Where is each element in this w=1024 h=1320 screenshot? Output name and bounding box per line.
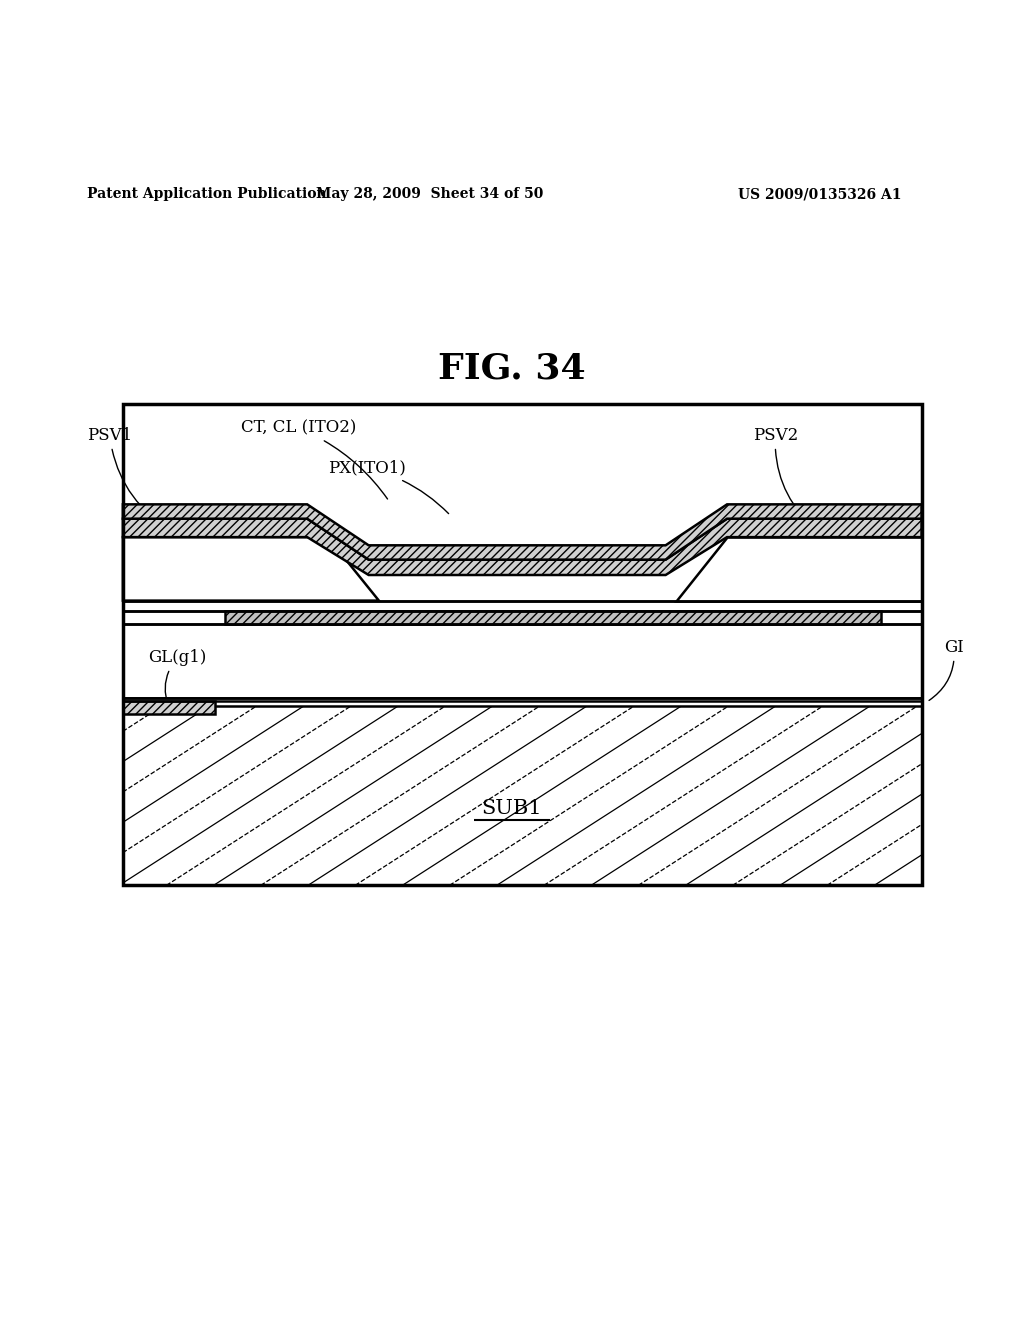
Bar bbox=[123, 404, 922, 886]
Bar bbox=[123, 698, 922, 706]
Polygon shape bbox=[123, 519, 922, 576]
Text: GI: GI bbox=[929, 639, 964, 701]
Text: GL(g1): GL(g1) bbox=[148, 649, 207, 705]
Bar bbox=[225, 611, 881, 624]
Text: PX(ITO1): PX(ITO1) bbox=[328, 459, 449, 513]
Polygon shape bbox=[123, 537, 379, 601]
Bar bbox=[123, 601, 922, 611]
Text: PSV1: PSV1 bbox=[87, 426, 172, 531]
Text: PSV2: PSV2 bbox=[753, 426, 817, 531]
Bar bbox=[123, 701, 215, 714]
Polygon shape bbox=[676, 537, 922, 601]
Text: FIG. 34: FIG. 34 bbox=[438, 351, 586, 385]
Text: CT, CL (ITO2): CT, CL (ITO2) bbox=[241, 420, 387, 499]
Text: May 28, 2009  Sheet 34 of 50: May 28, 2009 Sheet 34 of 50 bbox=[316, 187, 544, 201]
Text: Patent Application Publication: Patent Application Publication bbox=[87, 187, 327, 201]
Polygon shape bbox=[123, 504, 922, 560]
Bar bbox=[123, 701, 922, 886]
Text: SUB1: SUB1 bbox=[481, 799, 543, 818]
Text: US 2009/0135326 A1: US 2009/0135326 A1 bbox=[737, 187, 901, 201]
Bar bbox=[123, 624, 922, 698]
